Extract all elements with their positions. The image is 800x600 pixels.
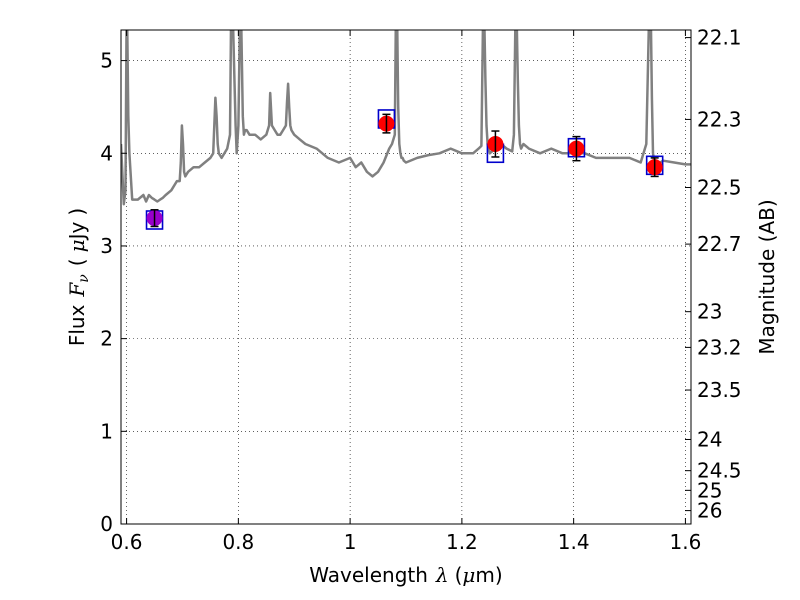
y2-tick-label: 23.2	[697, 335, 742, 359]
y-tick-label: 4	[100, 141, 113, 165]
y2-tick-label: 22.1	[697, 26, 742, 50]
x-tick-label: 1.2	[446, 530, 478, 554]
axis-ticks	[121, 30, 691, 525]
y2-tick-label: 24.5	[697, 459, 742, 483]
observed-photometry-layer	[146, 113, 663, 228]
model-spectrum-line	[121, 30, 691, 206]
y2-tick-label: 22.5	[697, 175, 742, 199]
x-tick-label: 1.6	[670, 530, 702, 554]
y-tick-label: 2	[100, 327, 113, 351]
y2-tick-label: 22.7	[697, 232, 742, 256]
x-tick-label: 0.6	[111, 530, 143, 554]
y2-tick-label: 22.3	[697, 107, 742, 131]
y2-tick-label: 26	[697, 499, 722, 523]
y2-axis-title: Magnitude (AB)	[755, 199, 779, 354]
y-tick-label: 3	[100, 234, 113, 258]
y2-tick-label: 24	[697, 427, 722, 451]
plot-frame	[120, 29, 692, 525]
plot-area	[121, 30, 691, 524]
y2-tick-label: 23	[697, 300, 722, 324]
x-tick-label: 0.8	[222, 530, 254, 554]
y-tick-labels: 0 1 2 3 4 5	[100, 49, 113, 536]
y2-tick-label: 23.5	[697, 378, 742, 402]
y2-tick-label: 25	[697, 478, 722, 502]
x-axis-title: Wavelength λ (μm)	[309, 563, 502, 587]
y-tick-label: 1	[100, 419, 113, 443]
x-tick-labels: 0.6 0.8 1 1.2 1.4 1.6	[111, 530, 702, 554]
y-tick-label: 5	[100, 49, 113, 73]
y-axis-title: FluxFν(μJy)	[65, 208, 92, 346]
y-tick-label: 0	[100, 512, 113, 536]
x-tick-label: 1	[344, 530, 357, 554]
x-tick-label: 1.4	[558, 530, 590, 554]
spectrum-layer	[121, 30, 691, 206]
